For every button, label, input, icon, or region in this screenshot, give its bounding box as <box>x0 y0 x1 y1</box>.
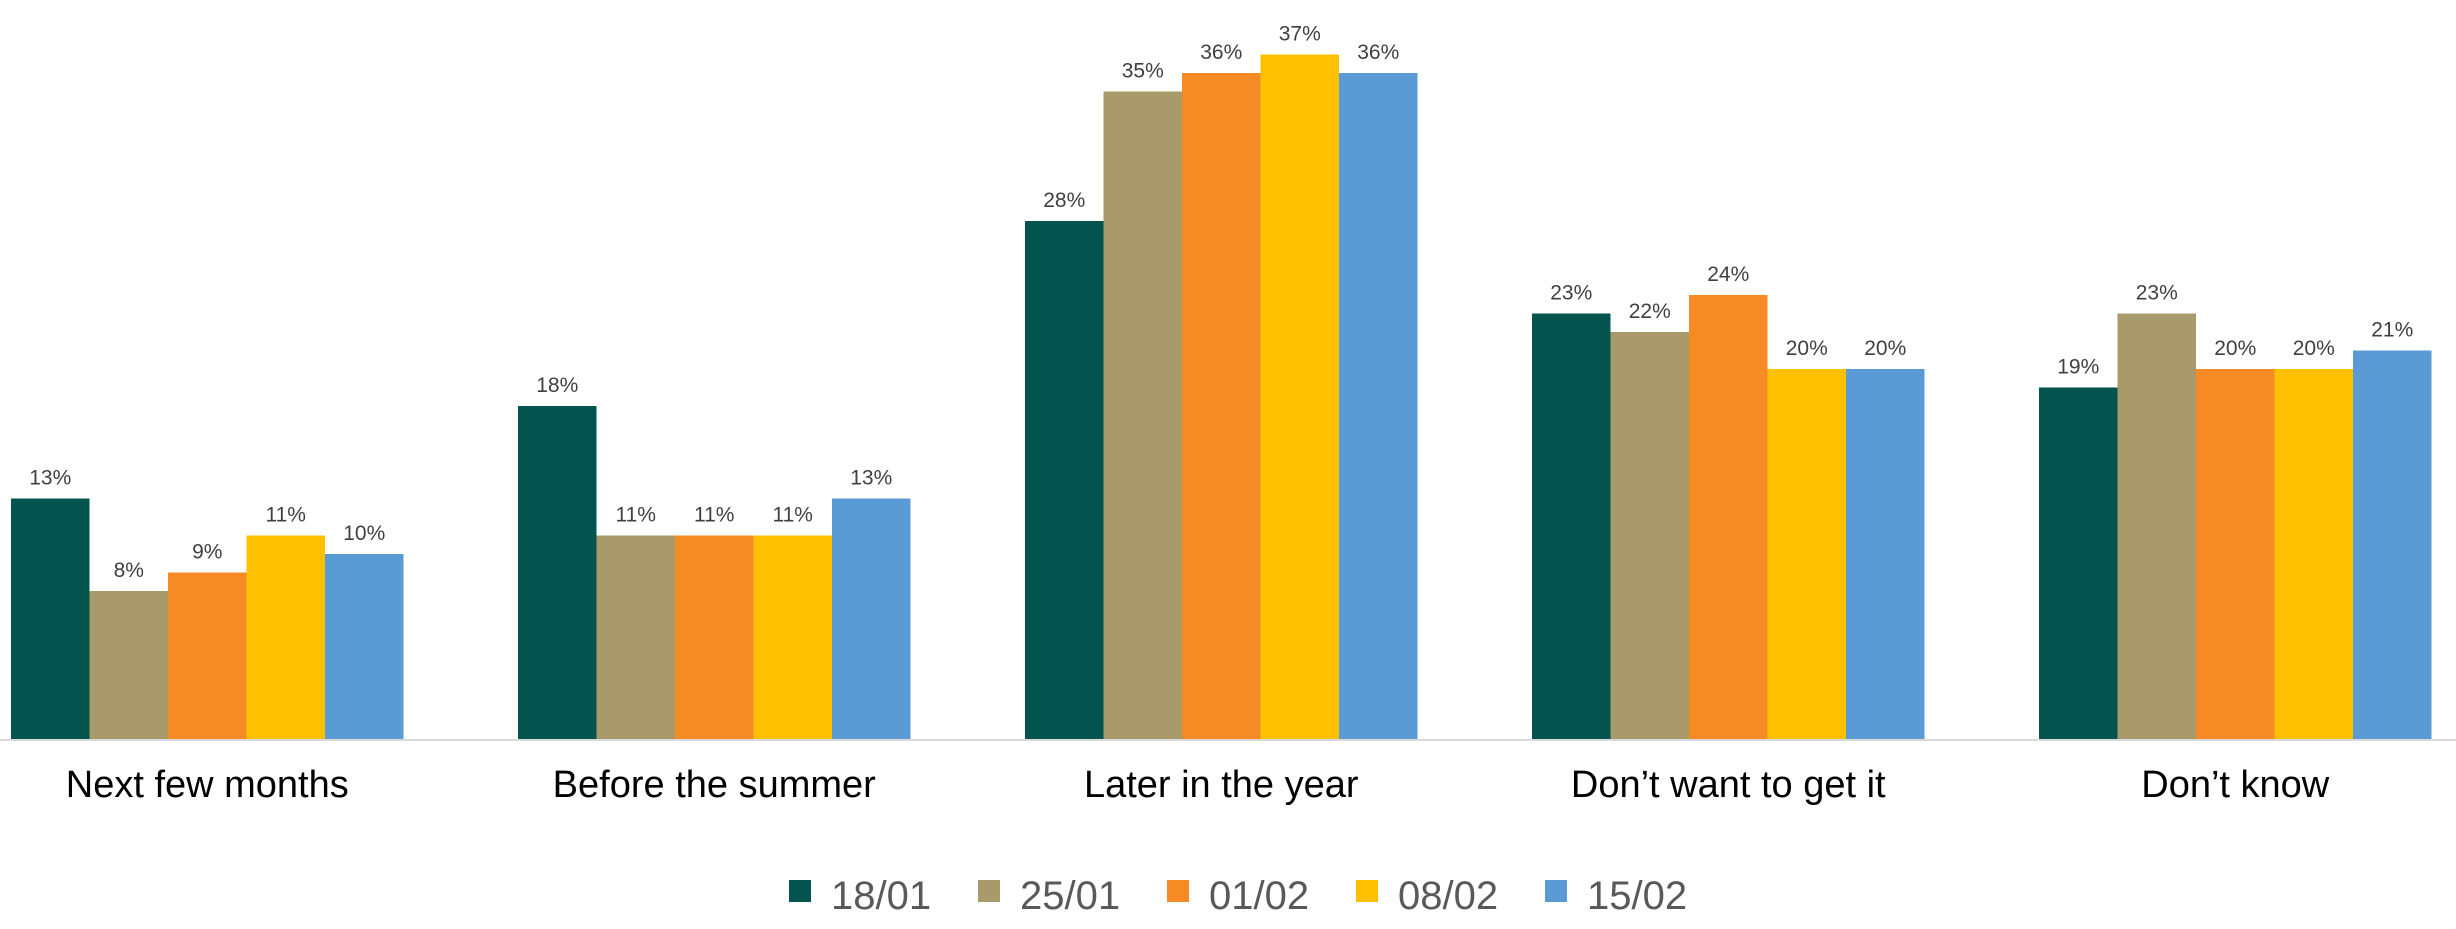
value-label-3-5: 36% <box>1357 41 1399 64</box>
bar-2-4 <box>753 535 832 739</box>
bar-4-4 <box>1767 369 1846 739</box>
bar-5-1 <box>2039 387 2118 739</box>
legend-swatch-3 <box>1167 880 1189 902</box>
bar-1-5 <box>325 554 404 739</box>
bar-1-4 <box>246 535 325 739</box>
legend-label-3: 01/02 <box>1209 874 1309 918</box>
value-label-3-2: 35% <box>1122 60 1164 83</box>
bar-2-2 <box>596 535 675 739</box>
value-label-2-1: 18% <box>536 374 578 397</box>
category-label-4: Don’t want to get it <box>1571 764 1886 806</box>
legend-swatch-5 <box>1545 880 1567 902</box>
value-label-4-1: 23% <box>1550 282 1592 305</box>
value-label-3-3: 36% <box>1200 41 1242 64</box>
bar-2-1 <box>518 406 597 739</box>
legend-label-5: 15/02 <box>1587 874 1687 918</box>
bar-4-3 <box>1689 295 1768 739</box>
value-label-3-4: 37% <box>1279 23 1321 46</box>
bar-1-3 <box>168 572 247 739</box>
bar-1-2 <box>89 591 168 739</box>
value-label-3-1: 28% <box>1043 189 1085 212</box>
bar-1-1 <box>11 498 90 739</box>
value-label-5-4: 20% <box>2293 337 2335 360</box>
bar-5-2 <box>2117 313 2196 739</box>
value-labels-group: 13% 8% 9% 11% 10% 18% 11% 11% 11% 13% 28% 35% 36% 37%… <box>29 23 2413 583</box>
legend-label-2: 25/01 <box>1020 874 1120 918</box>
value-label-1-1: 13% <box>29 467 71 490</box>
category-label-1: Next few months <box>66 764 349 806</box>
value-label-2-5: 13% <box>850 467 892 490</box>
value-label-5-5: 21% <box>2371 319 2413 342</box>
value-label-1-4: 11% <box>266 504 306 527</box>
value-label-2-2: 11% <box>616 504 656 527</box>
bar-4-5 <box>1846 369 1925 739</box>
category-label-5: Don’t know <box>2141 764 2330 806</box>
value-label-4-3: 24% <box>1707 263 1749 286</box>
category-labels-group: Next few months Before the summer Later in… <box>66 764 2330 806</box>
value-label-1-3: 9% <box>192 541 222 564</box>
value-label-5-1: 19% <box>2057 356 2099 379</box>
value-label-5-2: 23% <box>2136 282 2178 305</box>
value-label-4-4: 20% <box>1786 337 1828 360</box>
value-label-4-5: 20% <box>1864 337 1906 360</box>
bar-5-5 <box>2353 350 2432 739</box>
legend-label-1: 18/01 <box>831 874 931 918</box>
bar-2-5 <box>832 498 911 739</box>
legend-swatch-2 <box>978 880 1000 902</box>
bar-5-3 <box>2196 369 2275 739</box>
value-label-1-2: 8% <box>114 559 144 582</box>
legend-swatch-4 <box>1356 880 1378 902</box>
category-label-3: Later in the year <box>1084 764 1359 806</box>
bar-3-3 <box>1182 73 1261 739</box>
bar-3-5 <box>1339 73 1418 739</box>
legend: 18/01 25/01 01/02 08/02 15/02 <box>789 874 1687 918</box>
value-label-1-5: 10% <box>343 522 385 545</box>
bar-4-1 <box>1532 313 1611 739</box>
bar-4-2 <box>1610 332 1689 739</box>
value-label-5-3: 20% <box>2214 337 2256 360</box>
bars-group <box>11 54 2432 739</box>
bar-3-4 <box>1260 54 1339 739</box>
bar-3-1 <box>1025 221 1104 739</box>
bar-5-4 <box>2274 369 2353 739</box>
bar-2-3 <box>675 535 754 739</box>
value-label-4-2: 22% <box>1629 300 1671 323</box>
value-label-2-4: 11% <box>773 504 813 527</box>
legend-label-4: 08/02 <box>1398 874 1498 918</box>
category-label-2: Before the summer <box>553 764 876 806</box>
value-label-2-3: 11% <box>694 504 734 527</box>
legend-swatch-1 <box>789 880 811 902</box>
bar-3-2 <box>1103 91 1182 739</box>
